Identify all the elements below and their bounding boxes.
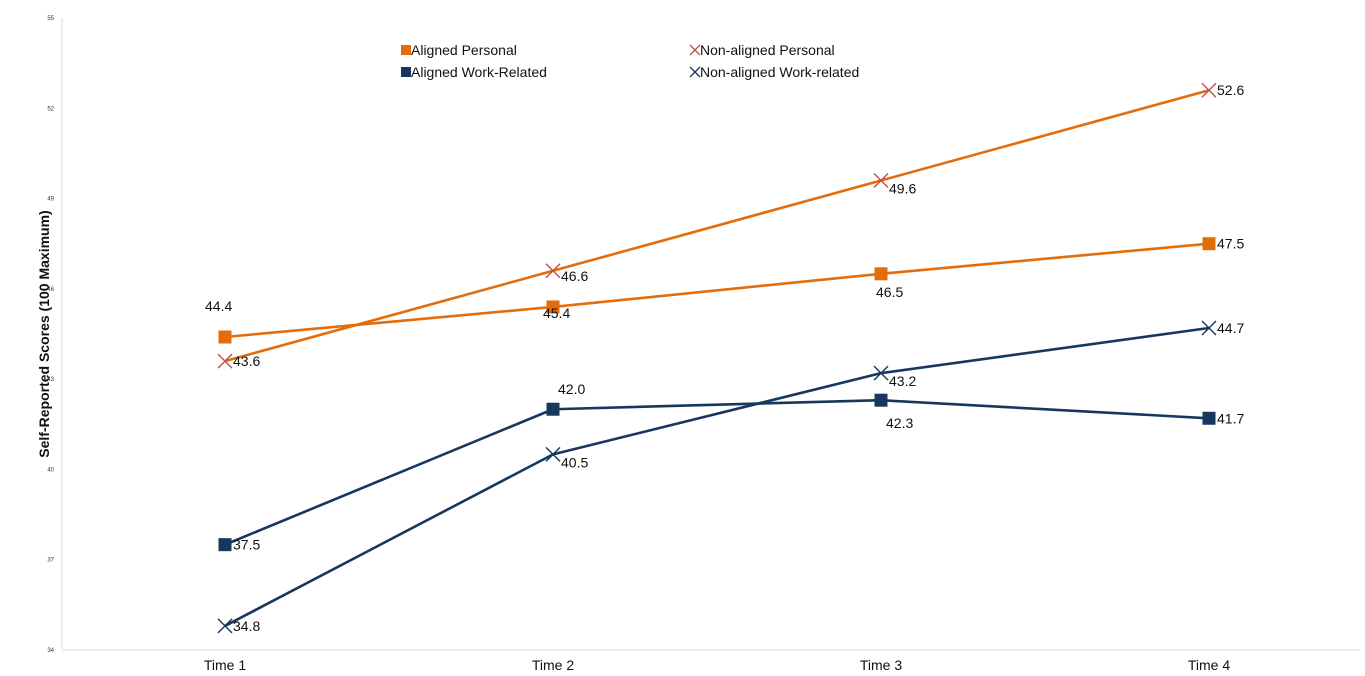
y-tick-label: 55 <box>47 16 54 22</box>
data-label: 46.5 <box>876 284 903 300</box>
y-tick-label: 40 <box>47 467 54 473</box>
series-line <box>224 242 1210 339</box>
x-tick-labels: Time 1 Time 2 Time 3 Time 4 <box>204 657 1230 673</box>
data-point-marker <box>217 618 233 634</box>
y-tick-label: 52 <box>47 106 54 112</box>
data-label: 52.6 <box>1217 82 1244 98</box>
data-point-marker <box>545 446 561 462</box>
data-point-marker <box>1202 237 1216 251</box>
y-tick-label: 46 <box>47 287 54 293</box>
y-tick-labels: 34 37 40 43 46 49 52 55 <box>47 16 54 654</box>
legend-label: Non-aligned Personal <box>700 42 835 58</box>
data-label: 43.6 <box>233 353 260 369</box>
legend-label: Non-aligned Work-related <box>700 64 859 80</box>
y-tick-label: 34 <box>47 648 54 654</box>
series-group: 37.5 42.0 42.3 41.7 <box>218 381 1244 553</box>
series-line <box>224 398 1210 546</box>
data-point-marker <box>546 300 560 314</box>
data-point-marker <box>217 353 233 369</box>
legend-marker <box>689 44 701 56</box>
data-label: 42.0 <box>558 381 585 397</box>
data-label: 40.5 <box>561 454 588 470</box>
data-label: 34.8 <box>233 618 260 634</box>
y-tick-label: 43 <box>47 377 54 383</box>
data-point-marker <box>218 538 232 552</box>
series-line <box>224 88 1210 363</box>
legend-item: Aligned Work-Related <box>401 64 547 80</box>
legend-label: Aligned Personal <box>411 42 517 58</box>
data-label: 42.3 <box>886 415 913 431</box>
data-point-marker <box>218 330 232 344</box>
data-point-marker <box>1202 411 1216 425</box>
data-point-marker <box>873 365 889 381</box>
y-tick-label: 49 <box>47 197 54 203</box>
data-point-marker <box>546 402 560 416</box>
data-point-marker <box>1201 320 1217 336</box>
data-point-marker <box>1201 82 1217 98</box>
series-line <box>224 326 1210 628</box>
chart-axes <box>61 18 1360 651</box>
x-tick-label: Time 1 <box>204 657 246 673</box>
series-group: 43.6 46.6 49.6 52.6 <box>217 82 1244 369</box>
y-axis-label: Self-Reported Scores (100 Maximum) <box>36 210 52 457</box>
data-label: 46.6 <box>561 268 588 284</box>
data-label: 41.7 <box>1217 410 1244 426</box>
series-layer: 44.4 45.4 46.5 47.5 43.6 46.6 49.6 52.6 37.5 42.0… <box>205 82 1244 634</box>
y-tick-label: 37 <box>47 558 54 564</box>
data-label: 43.2 <box>889 373 916 389</box>
data-label: 44.7 <box>1217 320 1244 336</box>
data-point-marker <box>874 393 888 407</box>
data-point-marker <box>874 267 888 281</box>
x-tick-label: Time 4 <box>1188 657 1230 673</box>
legend-item: Aligned Personal <box>401 42 517 58</box>
data-label: 45.4 <box>543 305 570 321</box>
legend-label: Aligned Work-Related <box>411 64 547 80</box>
data-label: 44.4 <box>205 298 232 314</box>
x-tick-label: Time 3 <box>860 657 902 673</box>
legend-marker <box>689 66 701 78</box>
legend-marker <box>401 45 411 55</box>
series-group: 34.8 40.5 43.2 44.7 <box>217 320 1244 634</box>
legend-marker <box>401 67 411 77</box>
legend-item: Non-aligned Personal <box>689 42 835 58</box>
legend-item: Non-aligned Work-related <box>689 64 859 80</box>
data-label: 49.6 <box>889 181 916 197</box>
x-tick-label: Time 2 <box>532 657 574 673</box>
data-point-marker <box>873 173 889 189</box>
data-point-marker <box>545 263 561 279</box>
data-label: 37.5 <box>233 537 260 553</box>
data-label: 47.5 <box>1217 236 1244 252</box>
legend: Aligned Personal Non-aligned Personal Alig… <box>401 42 859 80</box>
series-group: 44.4 45.4 46.5 47.5 <box>205 236 1244 344</box>
